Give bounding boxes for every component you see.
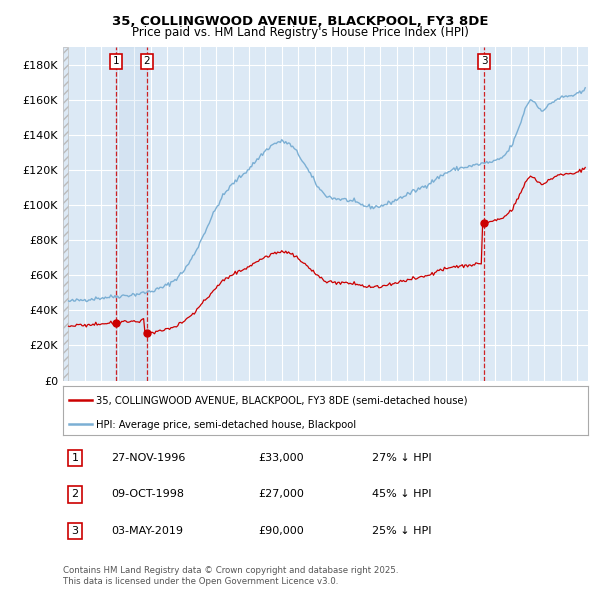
Text: 3: 3: [481, 56, 487, 66]
Text: 2: 2: [143, 56, 150, 66]
Text: 1: 1: [113, 56, 119, 66]
Text: 03-MAY-2019: 03-MAY-2019: [111, 526, 183, 536]
Text: 2: 2: [71, 490, 79, 499]
Text: 3: 3: [71, 526, 79, 536]
Text: £33,000: £33,000: [258, 453, 304, 463]
Text: £27,000: £27,000: [258, 490, 304, 499]
Text: 25% ↓ HPI: 25% ↓ HPI: [372, 526, 431, 536]
Text: £90,000: £90,000: [258, 526, 304, 536]
Text: 35, COLLINGWOOD AVENUE, BLACKPOOL, FY3 8DE: 35, COLLINGWOOD AVENUE, BLACKPOOL, FY3 8…: [112, 15, 488, 28]
Text: HPI: Average price, semi-detached house, Blackpool: HPI: Average price, semi-detached house,…: [95, 420, 356, 430]
Text: 27-NOV-1996: 27-NOV-1996: [111, 453, 185, 463]
Text: 1: 1: [71, 453, 79, 463]
Text: 45% ↓ HPI: 45% ↓ HPI: [372, 490, 431, 499]
Text: Contains HM Land Registry data © Crown copyright and database right 2025.
This d: Contains HM Land Registry data © Crown c…: [63, 566, 398, 586]
Bar: [116, 47, 147, 381]
Text: 27% ↓ HPI: 27% ↓ HPI: [372, 453, 431, 463]
Text: 35, COLLINGWOOD AVENUE, BLACKPOOL, FY3 8DE (semi-detached house): 35, COLLINGWOOD AVENUE, BLACKPOOL, FY3 8…: [95, 396, 467, 406]
Text: Price paid vs. HM Land Registry's House Price Index (HPI): Price paid vs. HM Land Registry's House …: [131, 26, 469, 39]
Bar: [63, 47, 68, 381]
Text: 09-OCT-1998: 09-OCT-1998: [111, 490, 184, 499]
